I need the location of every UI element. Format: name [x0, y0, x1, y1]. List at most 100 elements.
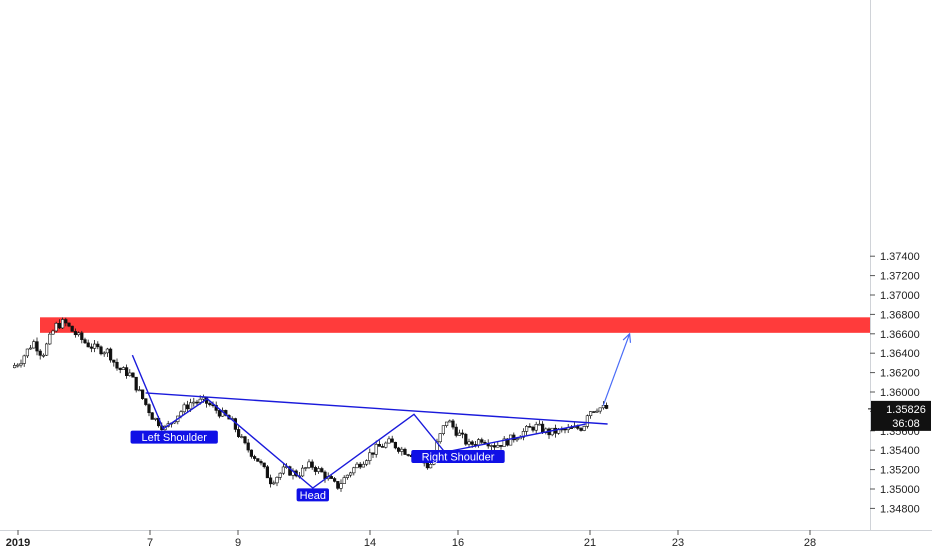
candle-body [425, 462, 430, 469]
candle-body [73, 331, 77, 336]
time-axis[interactable]: 2019 7 9 14 16 21 23 28 [6, 530, 816, 549]
time-tick-label: 23 [672, 537, 684, 549]
price-tick-label: 1.34800 [880, 503, 920, 515]
price-tick-label: 1.36200 [880, 368, 920, 380]
candle-body [54, 323, 58, 332]
candle-body [128, 372, 132, 377]
price-tick-label: 1.35400 [880, 445, 920, 457]
time-tick-label: 21 [584, 537, 596, 549]
candle-body [540, 423, 545, 433]
candle-body [563, 428, 567, 431]
candle-body [109, 348, 113, 361]
candle-body [454, 426, 458, 436]
annotation-badge [130, 430, 218, 444]
candle-body [396, 447, 401, 452]
candle-body [444, 421, 449, 426]
annotation-label: Left Shoulder [141, 432, 207, 444]
time-tick-label: 16 [452, 537, 464, 549]
candle-body [83, 339, 87, 344]
candle-body [265, 466, 270, 479]
candle-body [329, 476, 334, 479]
candle-body [144, 398, 148, 405]
candle-body [508, 434, 513, 446]
candle-body [582, 426, 586, 431]
candle-body [80, 332, 84, 340]
candle-body [89, 346, 93, 349]
candle-body [237, 429, 241, 437]
candle-body [592, 411, 596, 413]
candle-body [192, 401, 196, 404]
candle-body [345, 474, 350, 478]
price-tick-label: 1.36800 [880, 309, 920, 321]
candle-body [428, 464, 433, 469]
candle-body [585, 415, 589, 427]
candle-body [288, 466, 292, 476]
candle-body [118, 367, 122, 370]
candle-body [393, 441, 398, 449]
neckline [145, 392, 608, 425]
candle-body [595, 410, 599, 413]
candle-body [13, 365, 17, 369]
candle-body [320, 468, 324, 473]
candle-body [189, 402, 193, 410]
candle-body [16, 364, 20, 367]
candle-body [332, 478, 337, 482]
price-tick-label: 1.37400 [880, 251, 920, 263]
candle-body [28, 347, 33, 350]
candle-body [313, 467, 318, 472]
candle-body [240, 436, 244, 438]
resistance-zone [40, 317, 870, 333]
candle-body [115, 361, 119, 369]
candle-body [253, 456, 257, 459]
candle-body [272, 482, 276, 485]
time-tick-label: 28 [804, 537, 816, 549]
candle-body [355, 463, 359, 469]
target-arrow-head [622, 332, 632, 343]
candle-body [358, 463, 362, 468]
candle-body [316, 468, 321, 472]
time-tick-label: 9 [235, 537, 241, 549]
time-tick-label: 7 [147, 537, 153, 549]
candle-body [195, 401, 199, 404]
candle-body [502, 438, 506, 447]
candle-body [476, 439, 481, 446]
candle-body [105, 348, 109, 354]
candle-body [534, 424, 538, 431]
candle-body [48, 333, 52, 345]
candle-body [377, 443, 382, 447]
candle-body [243, 436, 247, 444]
price-tick-label: 1.35200 [880, 465, 920, 477]
candle-body [64, 319, 68, 324]
candle-body [201, 397, 206, 400]
candle-body [336, 481, 340, 489]
candle-body [342, 477, 346, 484]
candle-body [141, 389, 145, 399]
candle-body [470, 441, 474, 445]
candle-body [441, 425, 446, 434]
last-price-tag: 1.35826 36:08 [868, 400, 931, 431]
candle-body [93, 343, 97, 349]
candle-body [544, 428, 548, 433]
candle-body [400, 448, 404, 452]
candle-body [380, 446, 385, 448]
candle-body [390, 438, 394, 443]
candle-body [70, 325, 74, 332]
last-price-badge [871, 400, 931, 431]
candle-body [77, 332, 81, 336]
annotation-label: Head [300, 490, 326, 502]
candle-body [131, 372, 135, 378]
candle-body [531, 426, 535, 431]
price-tick-label: 1.37000 [880, 290, 920, 302]
candle-body [185, 404, 190, 410]
candle-body [521, 431, 525, 438]
candle-body [275, 477, 279, 484]
candle-body [457, 432, 462, 436]
candle-body [217, 410, 222, 417]
price-tick-label: 1.36000 [880, 387, 920, 399]
price-axis[interactable]: 1.348001.350001.352001.354001.356001.358… [870, 251, 920, 515]
candle-body [467, 441, 471, 445]
candle-countdown: 36:08 [892, 418, 920, 430]
annotation-badge [296, 488, 329, 502]
